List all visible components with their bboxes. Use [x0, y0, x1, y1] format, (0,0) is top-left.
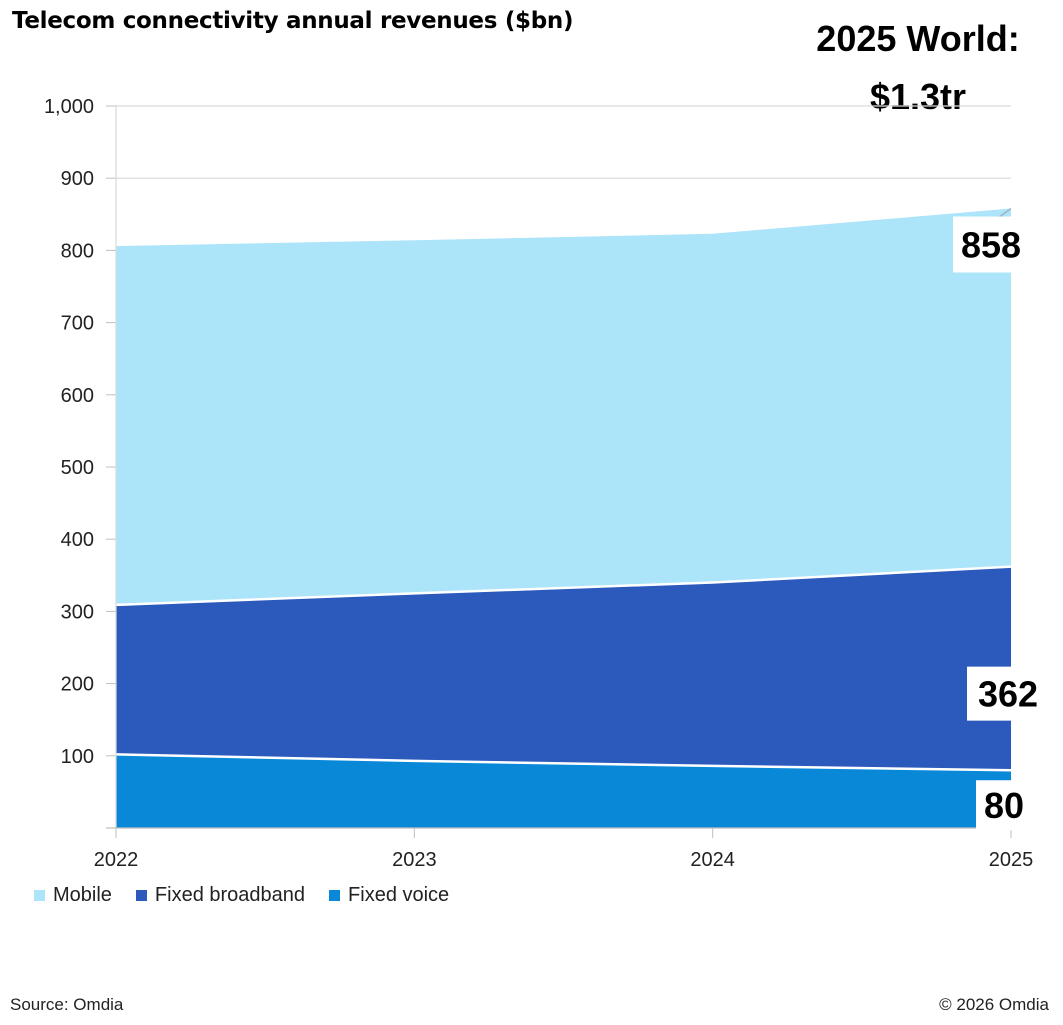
- x-tick-label: 2024: [690, 849, 735, 871]
- legend-label-fixed-voice: Fixed voice: [348, 884, 450, 906]
- y-tick-label: 900: [61, 168, 94, 190]
- area-mobile: [116, 208, 1011, 605]
- chart-title: Telecom connectivity annual revenues ($b…: [12, 8, 574, 34]
- data-label-text: 858: [961, 225, 1021, 266]
- data-label: 858: [953, 216, 1029, 273]
- y-tick-label: 500: [61, 457, 94, 479]
- legend-label-mobile: Mobile: [53, 884, 112, 906]
- data-label-text: 362: [978, 674, 1038, 715]
- legend-swatch-fixed-voice: [329, 890, 341, 901]
- legend: Mobile Fixed broadband Fixed voice: [34, 884, 449, 907]
- y-tick-label: 400: [61, 529, 94, 551]
- legend-item-fixed-broadband: Fixed broadband: [135, 884, 306, 907]
- y-tick-label: 300: [61, 601, 94, 623]
- legend-item-fixed-voice: Fixed voice: [329, 884, 449, 907]
- y-tick-label: 600: [61, 385, 94, 407]
- x-tick-label: 2025: [989, 849, 1034, 871]
- data-labels: 80 362 858: [953, 216, 1049, 831]
- y-tick-label: 800: [61, 240, 94, 262]
- stacked-area-chart: 1,000 900 800 700 600 500 400 300 200 100 2022 2023…: [43, 96, 1049, 871]
- data-label-text: 80: [984, 785, 1024, 826]
- data-label: 362: [967, 666, 1049, 721]
- y-tick-label: 1,000: [44, 96, 94, 118]
- legend-label-fixed-broadband: Fixed broadband: [154, 884, 306, 906]
- series-boundary-line: [115, 565, 1012, 607]
- series-areas: [115, 207, 1012, 828]
- world-total-callout: 2025 World: $1.3tr: [803, 10, 1033, 126]
- copyright-note: © 2026 Omdia: [939, 995, 1049, 1014]
- callout-line-2: $1.3tr: [869, 76, 967, 117]
- callout-line-1: 2025 World:: [816, 18, 1020, 59]
- y-tick-label: 700: [61, 313, 94, 335]
- y-tick-label: 100: [61, 746, 94, 768]
- legend-swatch-fixed-broadband: [135, 890, 147, 901]
- x-tick-label: 2022: [94, 849, 139, 871]
- data-label-background: [967, 666, 1049, 721]
- series-boundary-line: [115, 753, 1012, 772]
- data-label-background: [953, 216, 1029, 273]
- legend-swatch-mobile: [34, 890, 45, 901]
- area-fixed-broadband: [116, 566, 1011, 771]
- area-fixed-voice: [116, 754, 1011, 828]
- y-tick-label: 200: [61, 674, 94, 696]
- data-label: 80: [976, 780, 1032, 831]
- x-tick-label: 2023: [392, 849, 437, 871]
- legend-item-mobile: Mobile: [34, 884, 112, 907]
- data-label-background: [976, 780, 1032, 831]
- axes: 1,000 900 800 700 600 500 400 300 200 100 2022 2023…: [44, 96, 1033, 871]
- source-note: Source: Omdia: [10, 995, 124, 1014]
